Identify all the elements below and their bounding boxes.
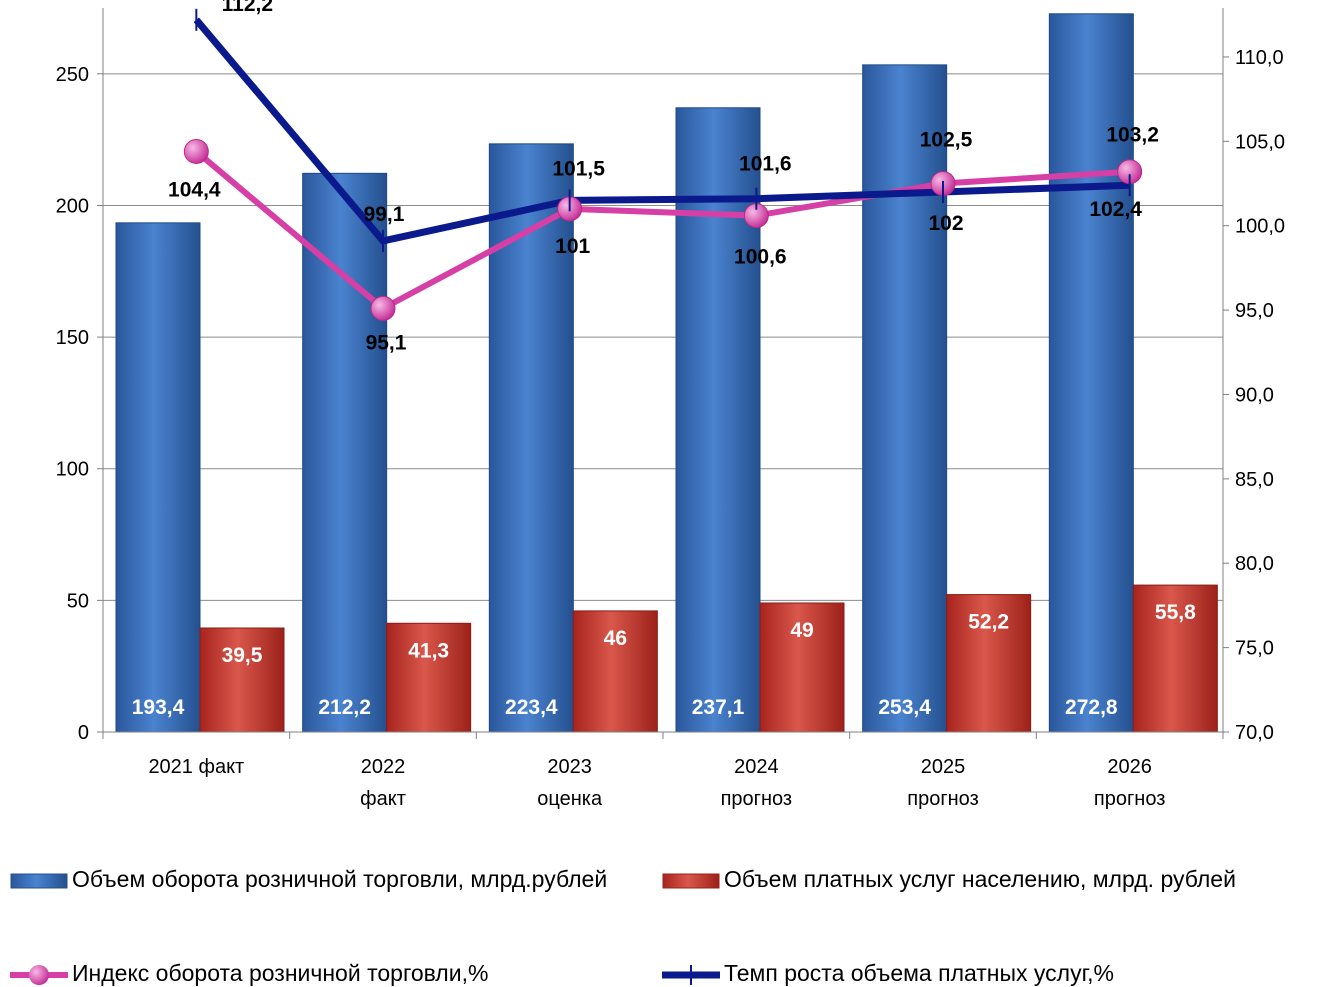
retail-index-data-label: 95,1 (366, 331, 407, 354)
paid-services-growth-data-label: 102 (928, 212, 963, 235)
x-axis-tick-label: 2025 (921, 756, 966, 778)
paid-services-growth-line (193, 17, 1130, 245)
legend-item-paid-services-growth: Темп роста объема платных услуг,% (662, 960, 1114, 987)
paid-services-bar (572, 610, 658, 733)
x-axis-tick-label: 2026 (1107, 756, 1152, 778)
left-axis-tick-label: 100 (56, 459, 89, 481)
paid-services-bar (386, 622, 472, 733)
retail-index-data-label: 104,4 (168, 178, 221, 201)
x-axis-tick-label: прогноз (721, 788, 792, 810)
x-axis-tick-label: факт (360, 788, 406, 810)
right-axis-tick-label: 90,0 (1235, 384, 1274, 406)
retail-index-data-label: 101 (555, 235, 590, 258)
x-axis-tick-label: 2023 (547, 756, 592, 778)
paid-services-growth-data-label: 112,2 (222, 0, 273, 16)
legend-swatch-pink-line (10, 964, 68, 985)
retail-index-data-label: 103,2 (1106, 124, 1159, 147)
retail-turnover-bar (115, 222, 201, 733)
x-axis-tick-label: 2022 (361, 756, 406, 778)
right-axis-tick-label: 75,0 (1235, 638, 1274, 660)
retail-index-marker (183, 138, 209, 164)
right-axis-tick-label: 85,0 (1235, 469, 1274, 491)
chart: 0 50 100 150 200 250 70,0 75,0 80,0 85,0 90,0 95,0 1… (56, 0, 1285, 810)
left-axis-tick-label: 150 (56, 327, 89, 349)
bar-data-label: 49 (790, 619, 813, 642)
bar-data-label: 223,4 (505, 696, 558, 719)
right-axis-tick-label: 95,0 (1235, 300, 1274, 322)
paid-services-bar (1132, 584, 1218, 733)
data-labels: 193,4 212,2 223,4 237,1 253,4 272,8 39,5 41,3 46… (132, 0, 1196, 719)
paid-services-bar (946, 594, 1032, 733)
bar-data-label: 39,5 (222, 644, 263, 667)
x-axis-tick-label: 2024 (734, 756, 779, 778)
paid-services-bar (759, 602, 845, 733)
x-axis-tick-label: прогноз (907, 788, 978, 810)
retail-index-line (194, 149, 1130, 312)
left-axis-tick-label: 250 (56, 64, 89, 86)
legend-item-retail-index: Индекс оборота розничной торговли,% (10, 960, 488, 987)
legend-swatch-navy-line (662, 964, 720, 985)
paid-services-growth-data-label: 99,1 (364, 203, 405, 226)
paid-services-growth-data-label: 102,4 (1089, 198, 1142, 221)
bar-data-label: 52,2 (968, 611, 1009, 634)
right-axis-tick-label: 110,0 (1235, 47, 1284, 69)
legend-label: Индекс оборота розничной торговли,% (72, 960, 489, 986)
retail-turnover-bar (862, 64, 948, 733)
left-axis-tick-label: 50 (67, 590, 89, 612)
legend-label: Темп роста объема платных услуг,% (724, 960, 1115, 986)
x-axis-tick-label: оценка (537, 788, 603, 810)
paid-services-growth-data-label: 101,6 (739, 153, 792, 176)
legend-label: Объем платных услуг населению, млрд. руб… (724, 866, 1236, 892)
retail-index-data-label: 100,6 (734, 246, 787, 269)
legend-item-paid-services: Объем платных услуг населению, млрд. руб… (662, 866, 1236, 893)
bar-data-label: 212,2 (318, 696, 371, 719)
gridlines (103, 73, 1223, 601)
retail-turnover-bar (1048, 13, 1134, 733)
right-axis-tick-label: 70,0 (1235, 722, 1274, 744)
legend-item-retail-turnover: Объем оборота розничной торговли, млрд.р… (10, 866, 607, 893)
bar-data-label: 272,8 (1065, 696, 1118, 719)
left-axis-tick-label: 0 (78, 722, 89, 744)
legend-swatch-blue-bar (10, 873, 68, 888)
bar-data-label: 46 (604, 627, 627, 650)
left-axis-tick-label: 200 (56, 195, 89, 217)
bar-data-label: 253,4 (878, 696, 931, 719)
lines (183, 8, 1143, 321)
bar-data-label: 193,4 (132, 696, 185, 719)
right-axis-tick-label: 100,0 (1235, 216, 1285, 238)
retail-index-marker (370, 295, 396, 321)
retail-index-data-label: 102,5 (920, 129, 973, 152)
right-axis-tick-label: 105,0 (1235, 131, 1285, 153)
legend-label: Объем оборота розничной торговли, млрд.р… (72, 866, 608, 892)
x-axis-tick-label: 2021 факт (148, 756, 244, 778)
axes: 0 50 100 150 200 250 70,0 75,0 80,0 85,0 90,0 95,0 1… (56, 8, 1285, 810)
paid-services-bar (199, 627, 285, 733)
paid-services-growth-data-label: 101,5 (552, 157, 605, 180)
x-axis-tick-label: прогноз (1094, 788, 1165, 810)
retail-turnover-bar (302, 172, 388, 733)
right-axis-tick-label: 80,0 (1235, 553, 1274, 575)
legend-swatch-red-bar (662, 873, 720, 888)
bar-data-label: 55,8 (1155, 601, 1196, 624)
bar-data-label: 41,3 (408, 639, 449, 662)
bar-data-label: 237,1 (692, 696, 745, 719)
